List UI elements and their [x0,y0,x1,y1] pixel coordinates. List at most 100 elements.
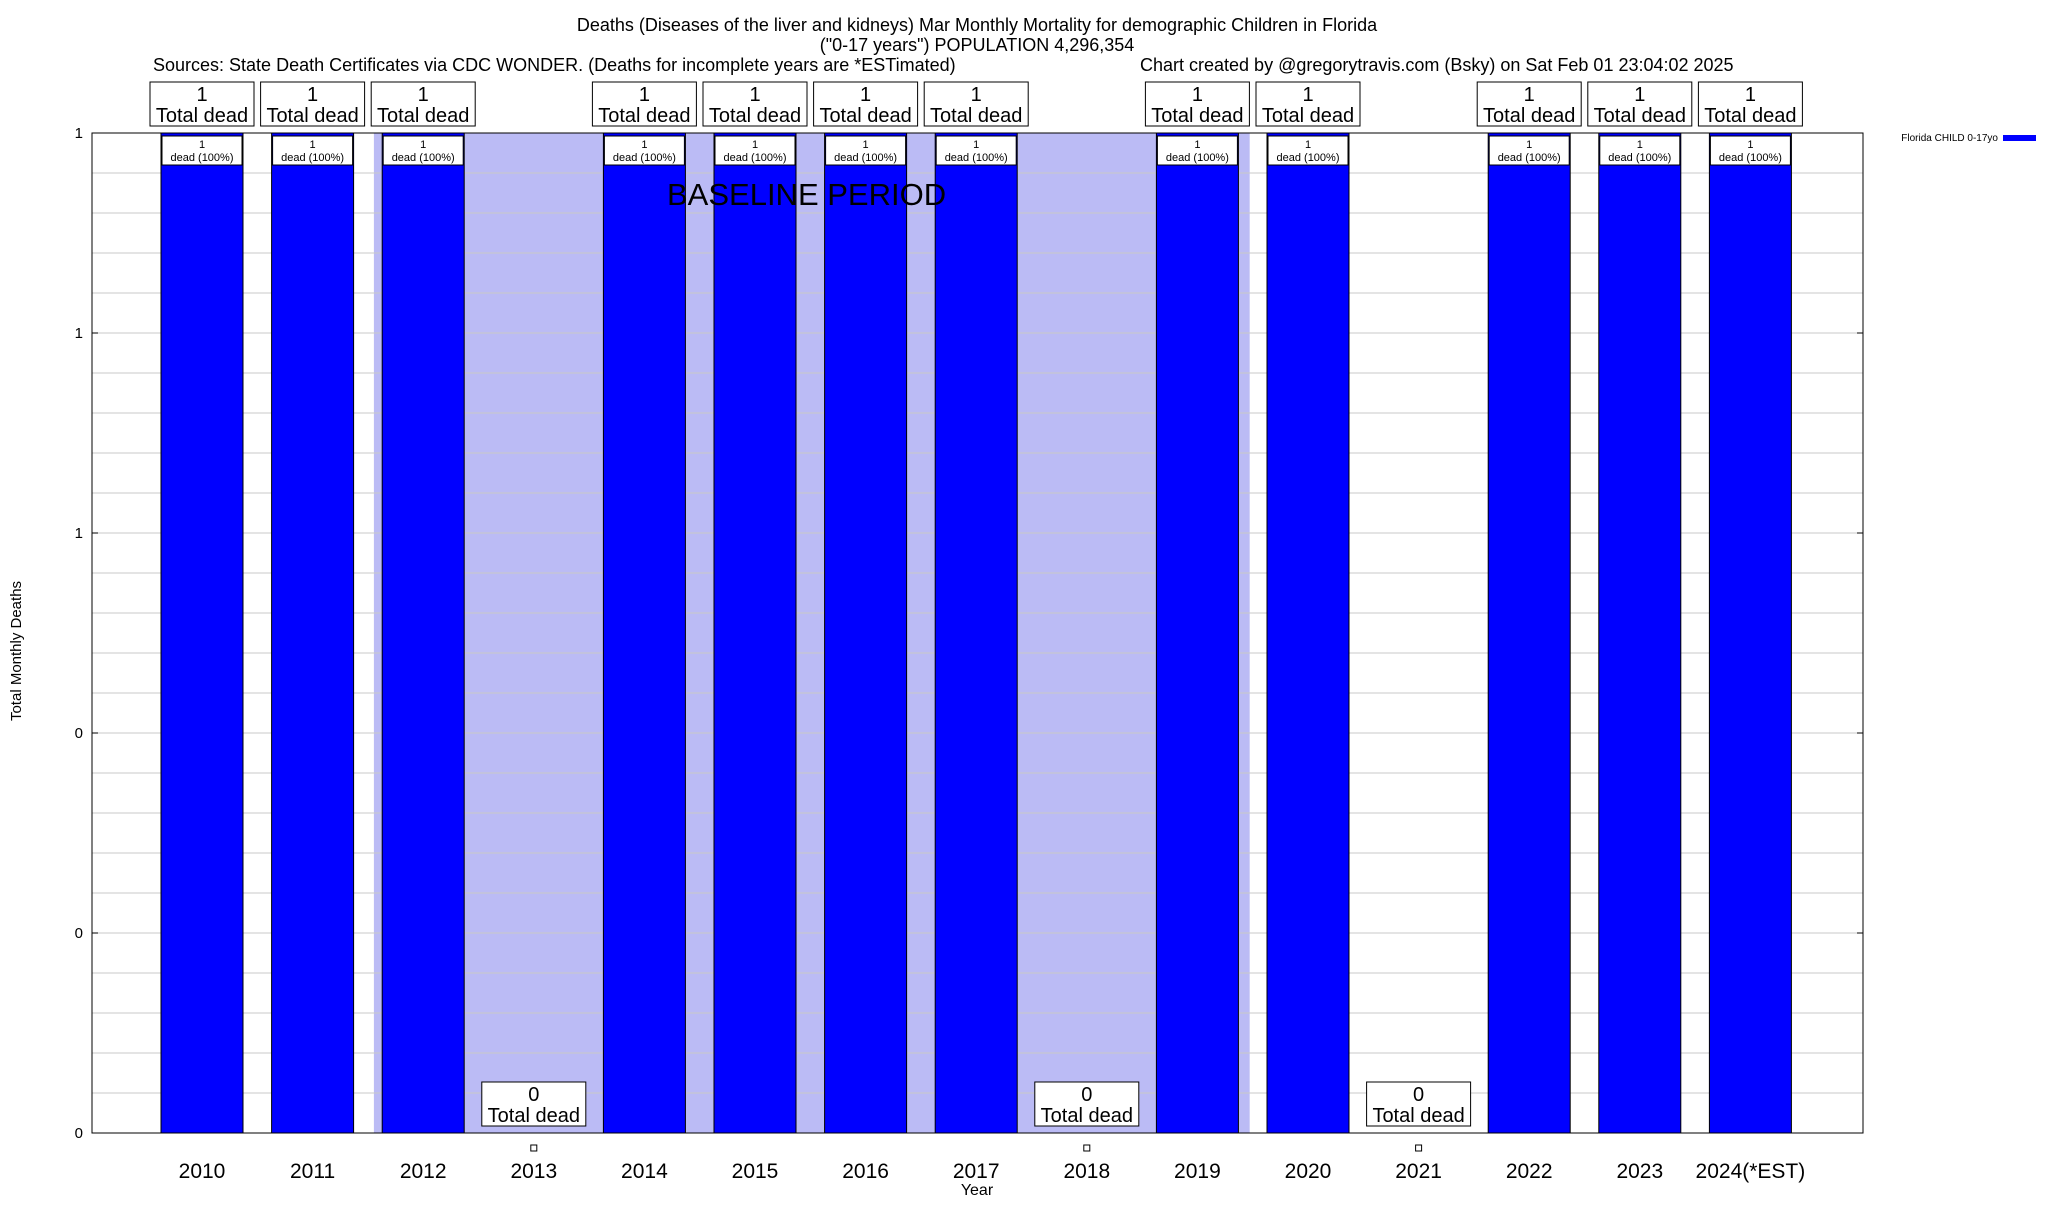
x-tick-label: 2020 [1285,1160,1332,1183]
total-dead-box [923,81,1029,127]
y-tick-label: 1 [75,125,83,142]
bar-value-count: 1 [973,139,979,151]
x-tick-label: 2012 [400,1160,447,1183]
y-tick-label: 1 [75,325,83,342]
total-dead-count: 0 [1081,1084,1092,1106]
total-dead-box [591,81,697,127]
bar-value-count: 1 [1637,139,1643,151]
total-dead-count: 1 [860,84,871,106]
total-dead-text: Total dead [1594,105,1686,127]
x-tick-label: 2022 [1506,1160,1553,1183]
total-dead-box [481,1081,587,1127]
total-dead-count: 1 [749,84,760,106]
x-tick-label: 2011 [290,1160,335,1183]
zero-value-marker [1415,1144,1423,1152]
total-dead-count: 1 [1634,84,1645,106]
total-dead-box [702,81,808,127]
bar-value-text: dead (100%) [281,152,344,164]
total-dead-text: Total dead [1262,105,1354,127]
total-dead-count: 0 [528,1084,539,1106]
bar-value-box [714,135,796,166]
bar-value-count: 1 [1526,139,1532,151]
bar-value-box [1599,135,1681,166]
bar [1155,132,1239,1134]
x-tick-label: 2014 [621,1160,668,1183]
total-dead-count: 1 [1524,84,1535,106]
bar-value-count: 1 [1747,139,1753,151]
bar-value-text: dead (100%) [945,152,1008,164]
bar-value-text: dead (100%) [1277,152,1340,164]
bar-value-count: 1 [641,139,647,151]
bar-value-box [825,135,907,166]
bar-value-box [161,135,243,166]
x-tick-label: 2018 [1063,1160,1110,1183]
bar-value-count: 1 [1305,139,1311,151]
x-tick-label: 2013 [510,1160,557,1183]
total-dead-box [1034,1081,1140,1127]
bar [1266,132,1350,1134]
total-dead-text: Total dead [819,105,911,127]
plot-frame [91,132,1864,1134]
x-tick-label: 2024(*EST) [1696,1160,1806,1183]
total-dead-text: Total dead [709,105,801,127]
total-dead-count: 1 [196,84,207,106]
total-dead-text: Total dead [1483,105,1575,127]
chart-subtitle-left: Sources: State Death Certificates via CD… [153,55,956,75]
bar-value-text: dead (100%) [1166,152,1229,164]
total-dead-count: 1 [1302,84,1313,106]
total-dead-text: Total dead [1704,105,1796,127]
y-tick-label: 1 [75,525,83,542]
total-dead-box [1587,81,1693,127]
total-dead-text: Total dead [377,105,469,127]
bar-value-text: dead (100%) [392,152,455,164]
bar [602,132,686,1134]
total-dead-count: 1 [1192,84,1203,106]
bar [824,132,908,1134]
x-tick-label: 2010 [179,1160,226,1183]
x-tick-label: 2023 [1616,1160,1663,1183]
y-tick-label: 0 [75,725,83,742]
total-dead-text: Total dead [1372,1105,1464,1127]
total-dead-text: Total dead [266,105,358,127]
chart-title-line2: ("0-17 years") POPULATION 4,296,354 [820,35,1135,55]
total-dead-box [1366,1081,1472,1127]
chart-subtitle-right: Chart created by @gregorytravis.com (Bsk… [1140,55,1734,75]
total-dead-text: Total dead [930,105,1022,127]
total-dead-box [1697,81,1803,127]
bar-value-box [272,135,354,166]
bar-value-box [935,135,1017,166]
total-dead-box [813,81,919,127]
y-axis-label: Total Monthly Deaths [8,581,25,721]
bar-value-box [1267,135,1349,166]
bar-value-text: dead (100%) [834,152,897,164]
total-dead-count: 1 [639,84,650,106]
total-dead-box [370,81,476,127]
total-dead-text: Total dead [156,105,248,127]
bar-value-box [603,135,685,166]
total-dead-count: 0 [1413,1084,1424,1106]
legend-swatch [2003,135,2036,141]
bar-value-count: 1 [752,139,758,151]
total-dead-box [149,81,255,127]
total-dead-box [1255,81,1361,127]
total-dead-text: Total dead [1041,1105,1133,1127]
baseline-period-label: BASELINE PERIOD [667,177,946,212]
bar [271,132,355,1134]
bar-value-text: dead (100%) [613,152,676,164]
total-dead-count: 1 [307,84,318,106]
bar [1487,132,1571,1134]
legend-label: Florida CHILD 0-17yo [1901,133,1998,144]
zero-value-marker [530,1144,538,1152]
bar-value-text: dead (100%) [1498,152,1561,164]
bar [160,132,244,1134]
chart-title-line1: Deaths (Diseases of the liver and kidney… [577,15,1378,35]
total-dead-box [1476,81,1582,127]
x-tick-label: 2017 [953,1160,1000,1183]
x-tick-label: 2016 [842,1160,889,1183]
bar-value-box [1709,135,1791,166]
bar-value-box [382,135,464,166]
bar-value-text: dead (100%) [724,152,787,164]
bar [381,132,465,1134]
